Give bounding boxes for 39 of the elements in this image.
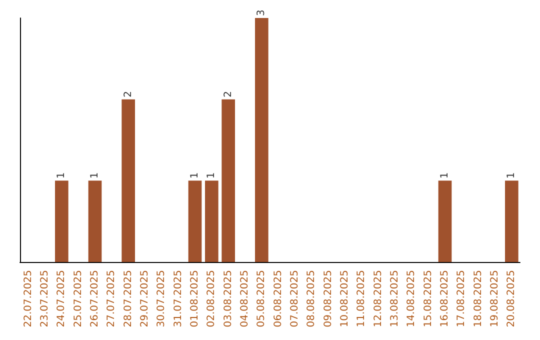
data-label: 1: [206, 172, 218, 179]
x-tick-label: 19.08.2025: [490, 270, 500, 328]
x-tick-label: 04.08.2025: [240, 270, 250, 328]
data-label: 1: [90, 172, 100, 179]
x-tick-label: 02.08.2025: [206, 270, 218, 328]
x-tick-label: 09.08.2025: [322, 270, 334, 328]
x-tick-label: 26.07.2025: [90, 270, 100, 328]
x-tick-label: 13.08.2025: [390, 270, 400, 328]
data-label: 1: [190, 172, 200, 179]
data-label: 1: [56, 172, 68, 179]
x-tick-label: 15.08.2025: [422, 270, 434, 328]
x-tick-label: 28.07.2025: [122, 270, 134, 328]
data-label: 2: [222, 90, 234, 98]
x-tick-label: 31.07.2025: [172, 270, 184, 328]
x-tick-label: 06.08.2025: [272, 270, 284, 328]
x-tick-label: 24.07.2025: [56, 270, 68, 328]
x-tick-label: 23.07.2025: [40, 270, 50, 328]
x-tick-label: 16.08.2025: [440, 270, 450, 328]
x-tick-label: 29.07.2025: [140, 270, 150, 328]
x-tick-label: 30.07.2025: [156, 270, 168, 328]
x-tick-label: 18.08.2025: [472, 270, 484, 328]
x-tick-label: 20.08.2025: [506, 270, 518, 328]
data-label: 2: [122, 90, 134, 98]
x-tick-label: 07.08.2025: [290, 270, 300, 328]
x-tick-label: 14.08.2025: [406, 270, 418, 328]
x-tick-label: 05.08.2025: [256, 270, 268, 328]
data-label: 1: [440, 172, 450, 179]
x-tick-label: 11.08.2025: [356, 270, 368, 328]
x-tick-label: 03.08.2025: [222, 270, 234, 328]
x-tick-label: 25.07.2025: [72, 270, 84, 328]
data-label: 3: [256, 10, 268, 16]
x-tick-label: 08.08.2025: [306, 270, 318, 328]
x-tick-label: 01.08.2025: [190, 270, 200, 328]
x-tick-label: 10.08.2025: [340, 270, 350, 328]
x-tick-label: 12.08.2025: [372, 270, 384, 328]
x-tick-label: 27.07.2025: [106, 270, 118, 328]
x-tick-label: 17.08.2025: [456, 270, 468, 328]
x-tick-label: 22.07.2025: [22, 270, 34, 328]
data-label: 1: [506, 172, 518, 179]
